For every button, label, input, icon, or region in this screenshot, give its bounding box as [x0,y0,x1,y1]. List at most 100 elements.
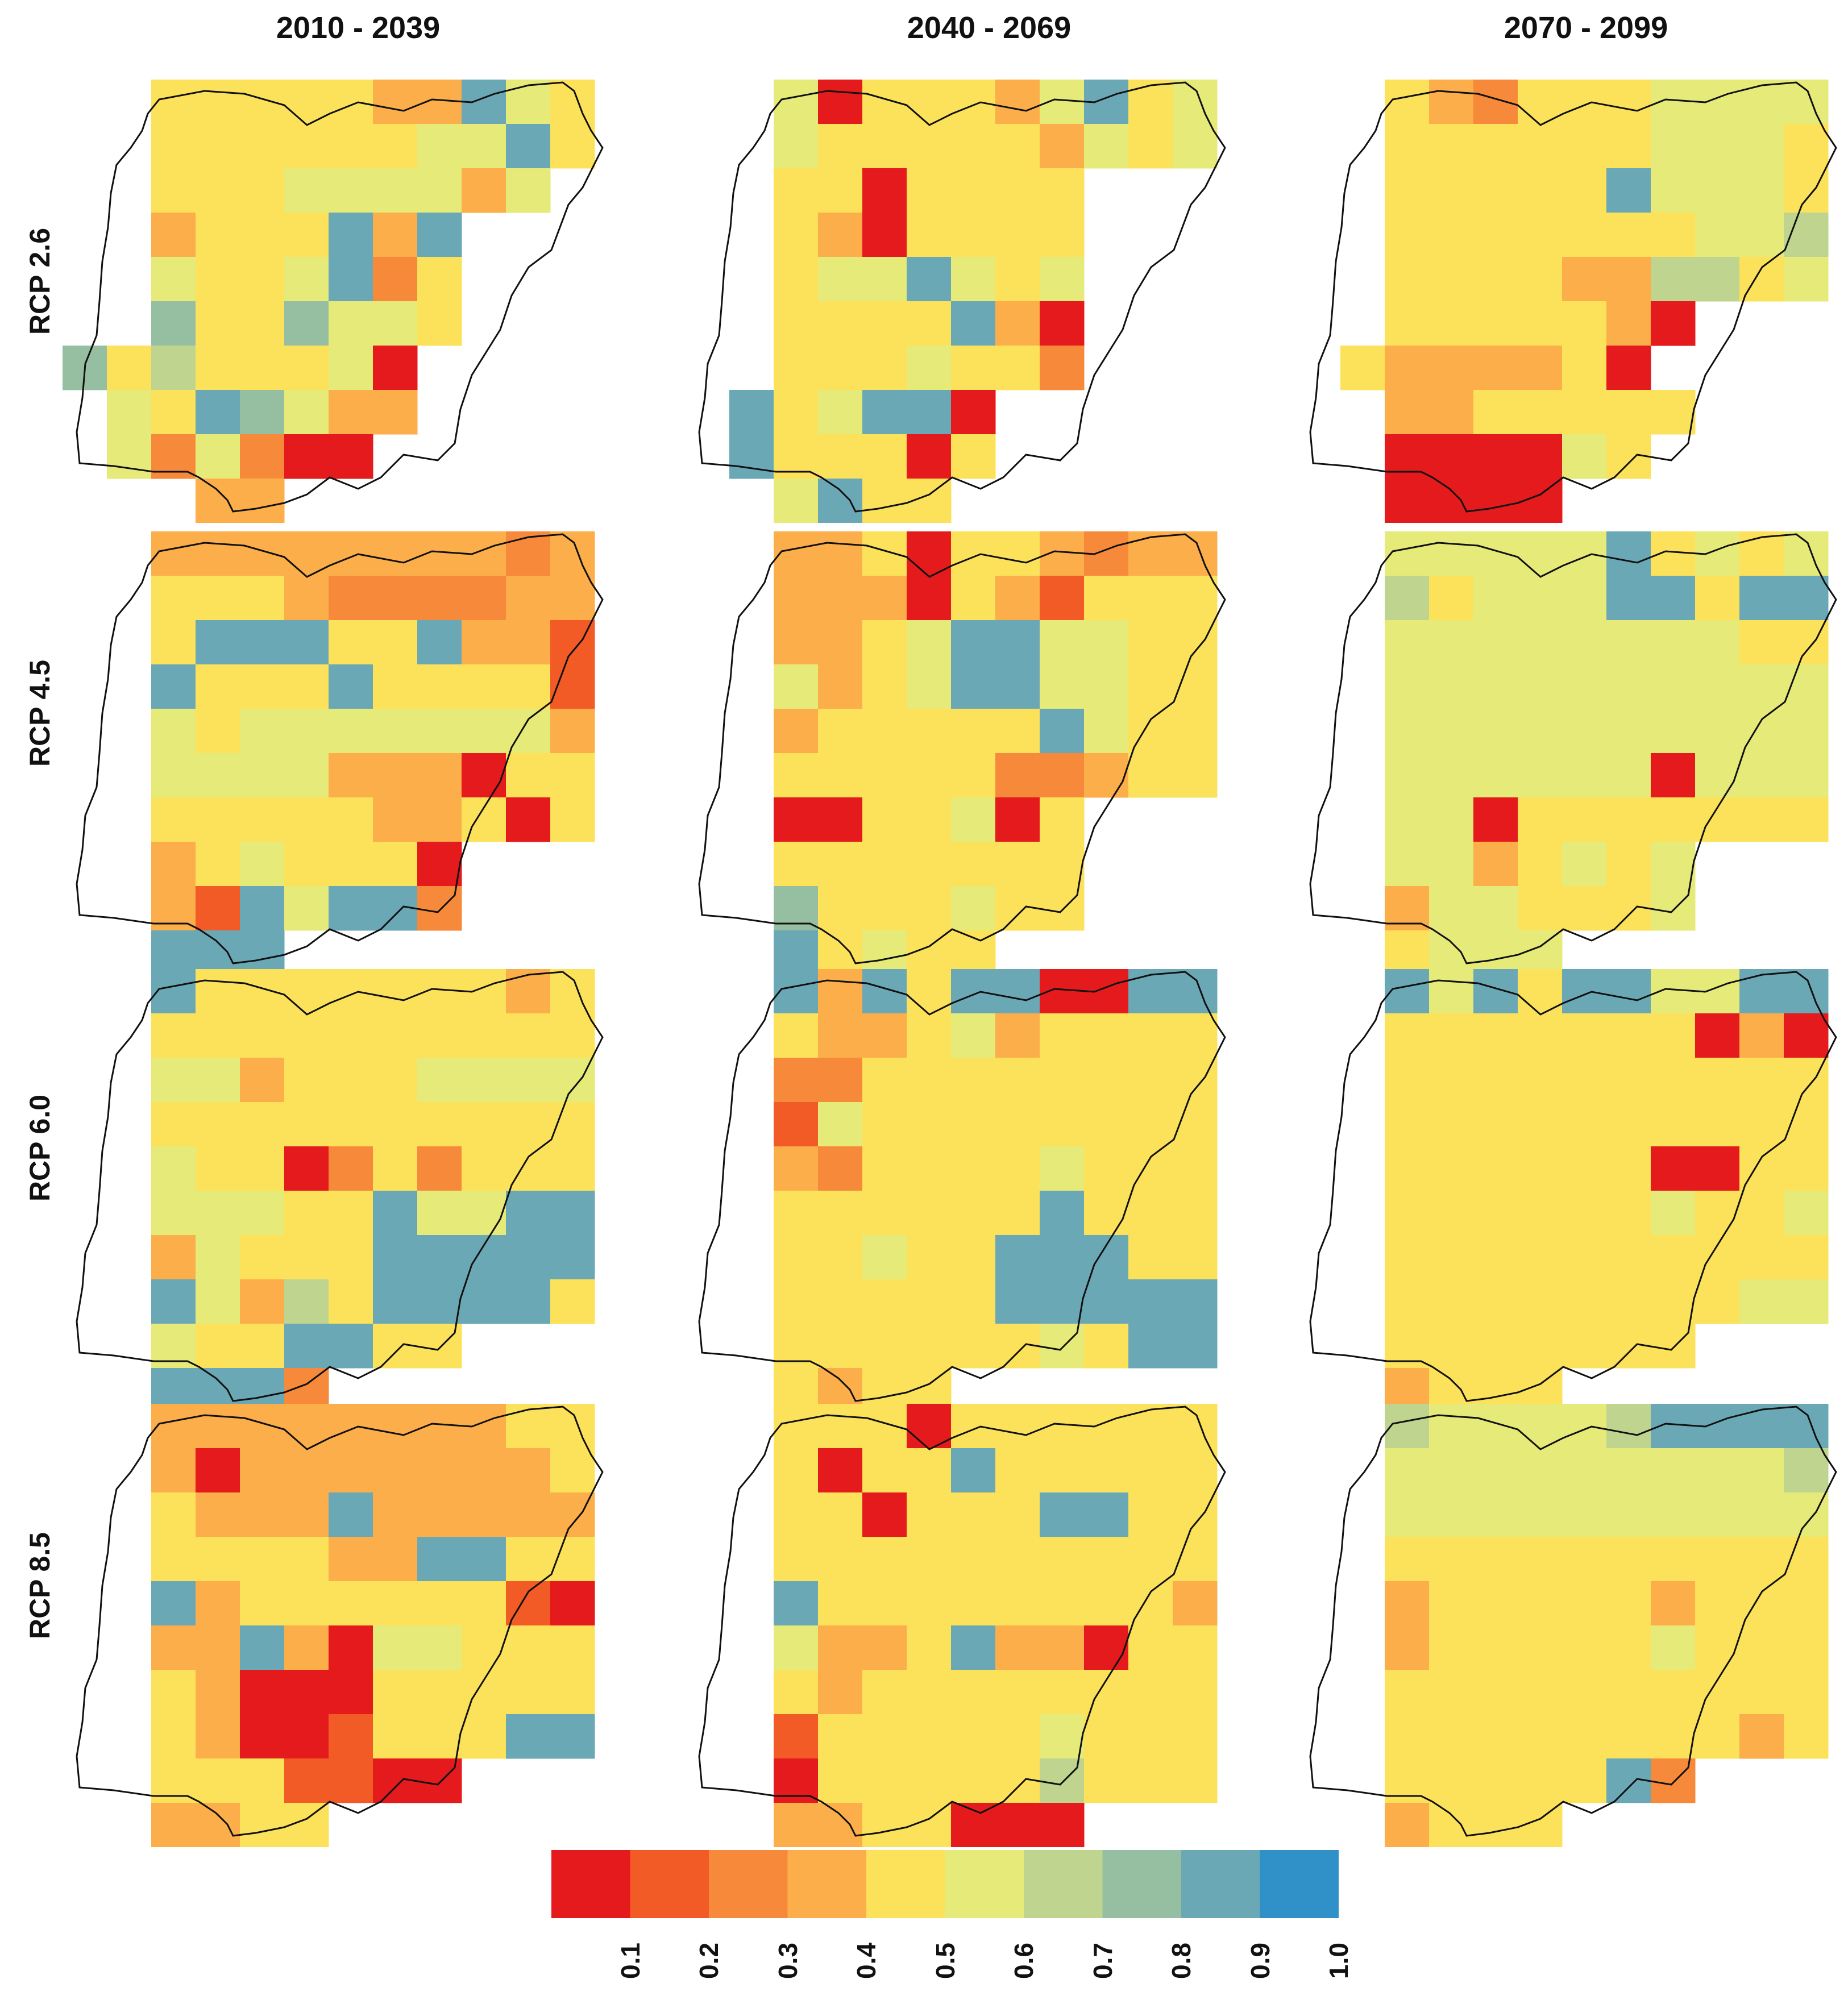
map-grid-cell [329,1191,373,1236]
map-grid-cell [329,434,373,479]
map-grid-cell [417,1191,462,1236]
map-grid-cell [818,1191,863,1236]
map-grid-cell [1606,390,1651,435]
map-grid-cell [373,213,418,257]
colorbar-swatch [1102,1850,1182,1918]
map-grid-cell [1473,168,1518,213]
map-grid-cell [729,434,774,479]
map-grid-cell [1473,1758,1518,1803]
map-grid-cell [951,1448,996,1493]
map-grid-cell [196,930,240,975]
map-grid-cell [1084,1191,1129,1236]
map-grid-cell [1562,531,1607,576]
map-grid-cell [774,1670,819,1715]
map-grid-cell [995,257,1040,302]
map-grid-cell [995,80,1040,124]
map-grid-cell [1040,1146,1085,1191]
map-grid-cell [951,434,996,479]
map-grid-cell [907,1758,952,1803]
map-grid-cell [862,797,907,842]
map-grid-cell [1473,1714,1518,1759]
map-grid-cell [417,1102,462,1147]
map-grid-cell [506,1537,551,1582]
map-panel [1296,80,1848,523]
map-grid-cell [417,1448,462,1493]
map-grid-cell [1128,124,1173,169]
map-grid-cell [284,1324,329,1369]
map-grid-cell [1606,797,1651,842]
map-grid-cell [1562,969,1607,1014]
map-grid-cell [1518,124,1563,169]
map-grid-cell [995,1191,1040,1236]
map-grid-cell [506,168,551,213]
map-grid-cell [1340,346,1385,390]
map-grid-cell [1473,1448,1518,1493]
map-grid-cell [1606,1714,1651,1759]
map-grid-cell [373,531,418,576]
map-grid-cell [774,479,819,523]
map-panel-svg [76,969,604,1412]
map-grid-cell [196,1714,240,1759]
map-grid-cell [1040,1581,1085,1626]
map-grid-cell [240,1013,285,1058]
map-grid-cell [1173,531,1218,576]
map-grid-cell [240,930,285,975]
map-grid-cell [1518,257,1563,302]
map-grid-cell [1429,1279,1474,1324]
map-grid-cell [550,1191,595,1236]
map-grid-cell [284,709,329,754]
map-grid-cell [373,1537,418,1582]
map-grid-cell [1651,1492,1696,1537]
map-grid-cell [774,301,819,346]
map-grid-cell [196,886,240,931]
map-grid-cell [329,124,373,169]
map-grid-cell [1651,1146,1696,1191]
map-grid-cell [284,797,329,842]
country-boundary-outline [1309,1406,1837,1837]
map-grid-cell [818,1146,863,1191]
map-grid-cell [907,257,952,302]
map-grid-cell [1084,1058,1129,1103]
map-grid-cell [1784,1581,1829,1626]
map-grid-cell [818,434,863,479]
map-grid-cell [1429,886,1474,931]
map-grid-cell [284,1058,329,1103]
map-grid-cell [1385,1013,1430,1058]
map-grid-cell [818,390,863,435]
map-grid-cell [240,753,285,798]
country-boundary-outline [698,1406,1226,1837]
map-grid-cell [951,80,996,124]
map-grid-cell [1651,1537,1696,1582]
map-grid-cell [1429,797,1474,842]
colorbar-tick-text: 0.4 [852,1943,882,1979]
map-grid-cell [1695,1146,1740,1191]
map-grid-cell [1040,1492,1085,1537]
map-grid-cell [862,1324,907,1369]
map-grid-cell [818,80,863,124]
map-grid-cell [1651,1058,1696,1103]
map-grid-cell [907,842,952,887]
map-grid-cell [284,213,329,257]
colorbar-tick-label: 0.2 [692,1927,726,1995]
map-grid-cell [1518,620,1563,665]
map-grid-cell [1429,213,1474,257]
map-grid-cell [1651,1581,1696,1626]
map-grid-cell [240,1191,285,1236]
map-grid-cell [240,886,285,931]
map-grid-cell [373,969,418,1014]
row-title-rcp85-text: RCP 8.5 [24,1532,56,1640]
map-grid-cell [284,531,329,576]
map-grid-cell [1429,1714,1474,1759]
map-grid-cell [818,664,863,709]
map-grid-cell [1473,531,1518,576]
map-grid-cell [1606,1625,1651,1670]
map-grid-cell [1429,80,1474,124]
map-grid-cell [151,709,196,754]
map-grid-cell [151,1146,196,1191]
map-grid-cell [1084,1492,1129,1537]
map-grid-cell [462,1625,506,1670]
map-grid-cell [1429,434,1474,479]
colorbar-tick-label: 1.0 [1322,1927,1356,1995]
map-grid-cell [774,1102,819,1147]
map-grid-cell [818,213,863,257]
